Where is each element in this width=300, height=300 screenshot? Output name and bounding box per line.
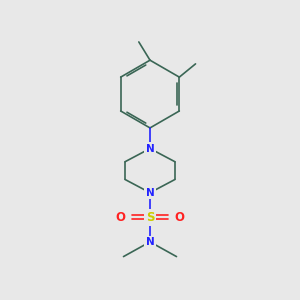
Text: N: N [146,143,154,154]
Text: N: N [146,237,154,247]
Text: O: O [174,211,184,224]
Text: O: O [116,211,126,224]
Text: N: N [146,188,154,198]
Text: S: S [146,211,154,224]
